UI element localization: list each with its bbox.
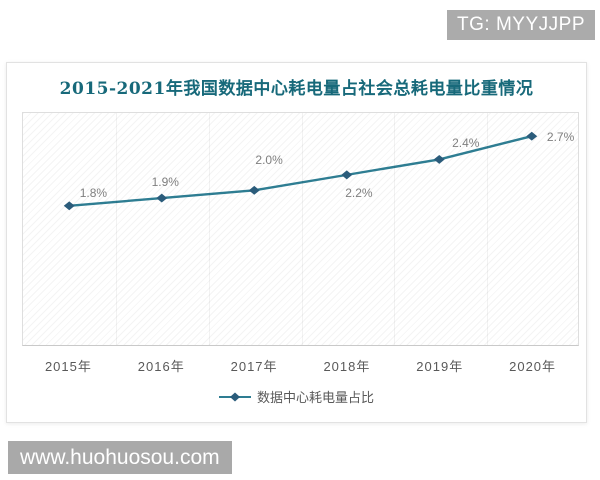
data-point-marker xyxy=(248,185,260,195)
x-axis-label: 2019年 xyxy=(416,359,464,374)
data-point-marker xyxy=(433,154,445,164)
x-axis-label: 2016年 xyxy=(137,359,185,374)
data-point-label: 2.2% xyxy=(345,186,373,201)
data-point-label: 2.4% xyxy=(452,135,480,150)
gridline xyxy=(115,113,117,345)
x-axis-label: 2017年 xyxy=(230,359,278,374)
data-point-label: 1.9% xyxy=(151,174,179,189)
line-chart-canvas xyxy=(63,131,538,211)
plot-area: 1.8% 1.9% 2.0% 2.2% 2.4% 2.7% xyxy=(22,112,579,346)
legend: 数据中心耗电量占比 xyxy=(7,387,586,406)
gridline xyxy=(208,113,210,345)
data-point-marker xyxy=(526,131,538,141)
chart-panel: 2015-2021年我国数据中心耗电量占社会总耗电量比重情况 1.8% 1.9% 2… xyxy=(6,62,587,423)
x-axis-label: 2018年 xyxy=(323,359,371,374)
data-point-label: 1.8% xyxy=(79,185,108,200)
chart-title: 2015-2021年我国数据中心耗电量占社会总耗电量比重情况 xyxy=(59,79,534,99)
data-point-label: 2.0% xyxy=(255,153,283,167)
site-watermark-badge: www.huohuosou.com xyxy=(8,441,232,474)
x-axis: 2015年 2016年 2017年 2018年 2019年 2020年 xyxy=(22,356,579,376)
gridline xyxy=(301,113,303,345)
tg-watermark-badge: TG: MYYJJPP xyxy=(447,10,595,40)
series-line xyxy=(69,135,533,207)
gridline xyxy=(487,113,489,345)
data-point-marker xyxy=(341,170,353,180)
data-point-label: 2.7% xyxy=(546,130,575,145)
gridline xyxy=(394,113,396,345)
legend-label: 数据中心耗电量占比 xyxy=(256,390,374,405)
legend-line-diamond-icon xyxy=(218,392,251,401)
x-axis-label: 2020年 xyxy=(509,359,557,374)
data-point-marker xyxy=(156,193,168,203)
data-point-marker xyxy=(63,201,75,211)
x-axis-label: 2015年 xyxy=(44,359,92,374)
